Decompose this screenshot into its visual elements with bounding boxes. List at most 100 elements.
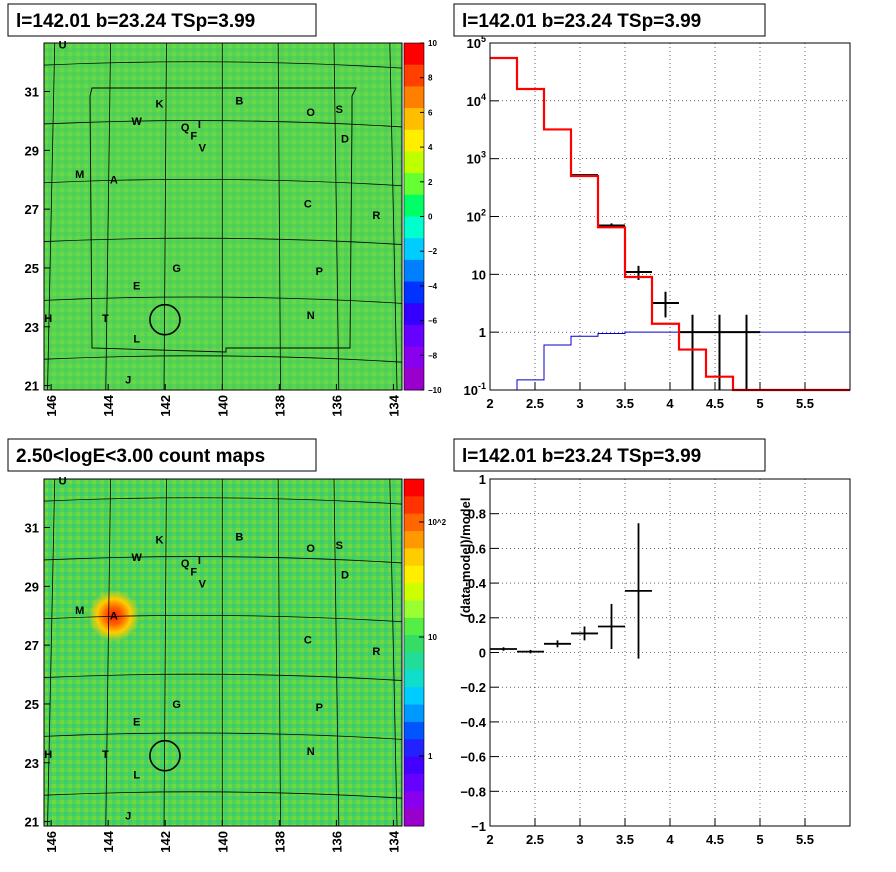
colorbar-step	[404, 687, 424, 706]
roi-circle	[149, 739, 181, 772]
y-axis-title: (data-model)/model	[458, 498, 473, 618]
colorbar-step	[404, 531, 424, 549]
source-label: W	[132, 116, 143, 128]
map-grid-parallel	[43, 497, 403, 505]
colorbar-label: 4	[428, 143, 433, 152]
map-grid-meridian	[163, 478, 167, 827]
spectrum-title: l=142.01 b=23.24 TSp=3.99	[462, 11, 701, 32]
ratio-title-box	[453, 438, 766, 472]
y-tick-label: 31	[25, 521, 39, 536]
map-grid-parallel	[43, 673, 403, 681]
y-tick-label: 21	[25, 815, 39, 830]
residual-map-axes: 146 144 142 140 138 136 134 31 29 27 25 23 21	[25, 85, 402, 417]
count-map-frame	[43, 478, 403, 827]
y-tick-label: 10-1	[464, 381, 486, 398]
y-tick-label: 21	[25, 379, 39, 394]
colorbar-step	[404, 548, 424, 567]
colorbar-frame	[403, 478, 425, 827]
residual-map-image	[44, 43, 402, 390]
source-label: N	[307, 310, 315, 322]
total-model-line	[490, 56, 850, 392]
count-map-title-box	[7, 438, 317, 472]
y-tick-label: 27	[25, 202, 39, 217]
y-tick-label: 31	[25, 85, 39, 100]
ratio-panel: l=142.01 b=23.24 TSp=3.99 2 2.5 3 3.5 4 4.5 5 5…	[453, 438, 851, 847]
source-label: Q	[181, 122, 190, 134]
colorbar-step	[404, 64, 424, 87]
x-tick-label: 134	[386, 394, 401, 416]
map-grid-meridian	[277, 42, 281, 391]
x-tick-label: 146	[44, 395, 59, 417]
colorbar-step	[404, 303, 424, 326]
source-label: S	[336, 104, 343, 116]
residual-map-panel: l=142.01 b=23.24 TSp=3.99 U K B O S W Q IF D V M A C…	[7, 3, 442, 417]
x-tick-label: 5.5	[796, 832, 814, 847]
source-label: N	[307, 746, 315, 758]
colorbar-step	[404, 704, 424, 723]
map-grid-parallel	[43, 732, 403, 740]
y-tick-label: 105	[467, 34, 486, 51]
map-grid-parallel	[43, 61, 403, 69]
colorbar-step	[404, 281, 424, 304]
colorbar-label: 10	[428, 39, 437, 48]
colorbar-step	[404, 479, 424, 497]
colorbar-label: 10	[428, 633, 437, 642]
map-grid-meridian	[389, 42, 398, 391]
x-tick-label: 136	[329, 395, 344, 417]
roi-region-outline	[89, 87, 357, 353]
x-tick-label: 142	[158, 395, 173, 417]
map-grid-meridian	[47, 42, 56, 391]
source-label: P	[316, 702, 323, 714]
residual-map-colorbar: 10 8 6 4 2 0 −2 −4 −6 −8 −10	[403, 39, 442, 395]
y-tick-label: 0.4	[468, 576, 487, 591]
colorbar-label: −10	[428, 386, 442, 395]
colorbar-label: 1	[428, 752, 433, 761]
colorbar-step	[404, 617, 424, 636]
map-grid-meridian	[105, 42, 111, 391]
source-label: A	[110, 175, 118, 187]
x-tick-label: 142	[158, 831, 173, 853]
map-grid-meridian	[277, 478, 281, 827]
source-label: R	[372, 210, 380, 222]
roi-circle	[149, 303, 181, 336]
colorbar-step	[404, 583, 424, 601]
colorbar-step	[404, 173, 424, 196]
x-tick-label: 3	[576, 396, 583, 411]
source-label: M	[75, 605, 84, 617]
colorbar-label: −8	[428, 351, 438, 360]
x-tick-label: 136	[329, 831, 344, 853]
y-tick-label: 0.8	[468, 507, 486, 522]
colorbar-step	[404, 324, 424, 348]
y-tick-label: −0.2	[460, 680, 486, 695]
map-grid-meridian	[163, 42, 167, 391]
colorbar-step	[404, 129, 424, 152]
colorbar-step	[404, 108, 424, 131]
x-tick-label: 4.5	[706, 396, 724, 411]
colorbar-step	[404, 739, 424, 758]
y-tick-label: 1	[479, 325, 486, 340]
colorbar-step	[404, 669, 424, 688]
y-tick-label: 102	[467, 208, 486, 225]
map-grid-parallel	[43, 355, 403, 363]
colorbar-label: 8	[428, 74, 433, 83]
map-grid-parallel	[43, 296, 403, 304]
count-map-title: 2.50<logE<3.00 count maps	[16, 446, 265, 467]
colorbar-step	[404, 721, 424, 740]
ratio-plot: 2 2.5 3 3.5 4 4.5 5 5.5 1 0.8 0.6 0.4 0.2 0 −0.2 −0.4 −0…	[458, 472, 851, 847]
colorbar-step	[404, 151, 424, 174]
x-tick-label: 138	[272, 395, 287, 417]
colorbar-step	[404, 496, 424, 515]
background-model-line	[490, 331, 850, 391]
count-map-hotspot	[87, 589, 140, 642]
source-label: C	[304, 634, 312, 646]
source-label: G	[172, 263, 181, 275]
map-grid-meridian	[333, 42, 340, 391]
x-tick-label: 3	[576, 832, 583, 847]
colorbar-step	[404, 368, 424, 391]
source-label: L	[133, 334, 140, 346]
y-tick-label: −0.4	[460, 715, 486, 730]
source-label: T	[102, 313, 109, 325]
y-tick-label: 0.6	[468, 541, 486, 556]
